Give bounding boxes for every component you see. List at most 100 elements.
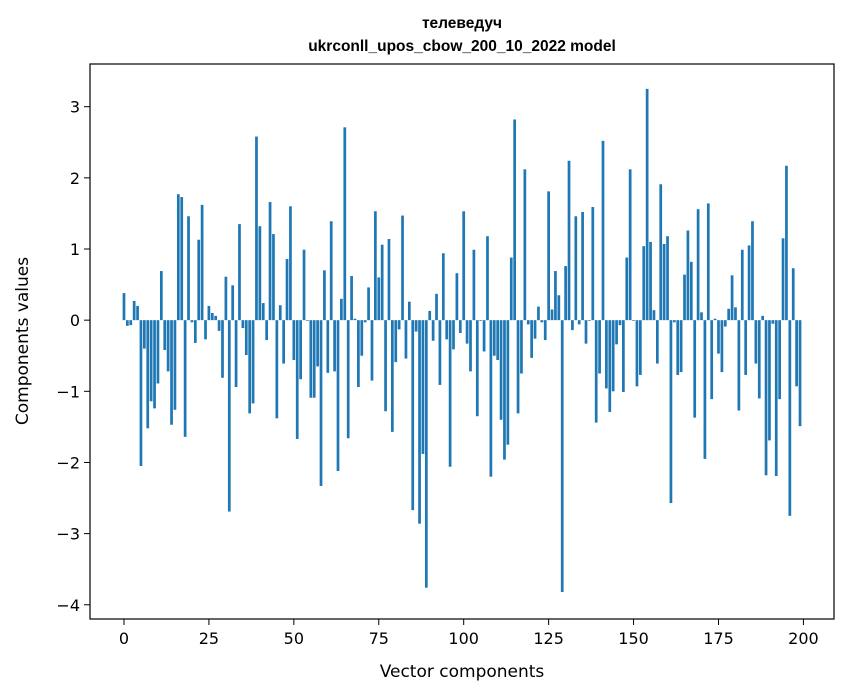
bar (156, 320, 160, 384)
bar (747, 245, 751, 321)
bar (571, 320, 574, 331)
bar (676, 320, 680, 375)
bar (380, 244, 384, 321)
bar (458, 320, 462, 333)
bar (611, 320, 615, 392)
bar (387, 239, 391, 321)
bar (289, 206, 292, 321)
bar (581, 212, 584, 321)
bar (462, 211, 466, 321)
bar (367, 287, 370, 321)
bar (227, 320, 231, 512)
bar (149, 320, 153, 402)
bar (795, 320, 798, 387)
bar (238, 224, 241, 321)
bar (696, 209, 700, 321)
bar (533, 320, 537, 339)
bar (207, 305, 211, 321)
bar (272, 234, 275, 321)
bar (278, 305, 282, 321)
bar (414, 320, 418, 332)
bar (516, 320, 520, 414)
bar (547, 191, 550, 321)
x-tick-label: 25 (199, 629, 219, 648)
x-tick-label: 75 (369, 629, 389, 648)
bar (435, 293, 438, 321)
bar (255, 136, 258, 321)
bar (659, 184, 663, 321)
bar (122, 293, 126, 321)
bar (183, 320, 187, 437)
bar (700, 312, 703, 321)
bar (173, 320, 177, 410)
bar-series (122, 88, 802, 592)
bar (574, 216, 578, 321)
bar (221, 320, 224, 378)
y-tick-label: −4 (56, 596, 80, 615)
bar (190, 320, 194, 323)
bar (261, 303, 265, 321)
bar (452, 320, 455, 350)
bar (306, 320, 309, 321)
bar (390, 320, 394, 432)
x-tick-label: 200 (788, 629, 819, 648)
bar (139, 320, 143, 467)
bar (737, 320, 741, 411)
bar (649, 241, 652, 321)
bar (336, 320, 340, 471)
bar (618, 320, 622, 326)
bar (326, 320, 330, 373)
bar (479, 320, 483, 321)
bar (302, 249, 306, 321)
bar (503, 320, 506, 460)
bar (761, 315, 765, 321)
bar (323, 270, 326, 321)
bar (645, 88, 649, 321)
bar (798, 320, 802, 427)
bar (785, 165, 788, 321)
bar (628, 169, 632, 321)
bar (543, 320, 547, 341)
bar (506, 320, 510, 445)
bar (584, 320, 588, 344)
bar (170, 320, 173, 425)
bar (200, 204, 204, 321)
bar (234, 320, 238, 388)
x-tick-label: 100 (448, 629, 479, 648)
bar (129, 320, 133, 326)
y-tick-label: −2 (56, 453, 80, 472)
chart-title-line1: телеведуч (422, 15, 502, 32)
chart-title-line2: ukrconll_upos_cbow_200_10_2022 model (308, 38, 616, 55)
bar (469, 320, 472, 372)
bar (197, 239, 201, 321)
bar (523, 169, 527, 321)
bar (244, 320, 248, 356)
bar (343, 127, 347, 321)
bar (622, 320, 625, 393)
bar (455, 273, 459, 321)
bar (537, 306, 540, 321)
y-axis-label: Components values (13, 257, 33, 425)
bar (204, 320, 207, 340)
bar (530, 320, 534, 358)
x-axis-ticks: 0 25 50 75 100 125 150 175 200 (119, 619, 819, 648)
bar (421, 320, 425, 454)
bar (377, 277, 381, 321)
bar (703, 320, 707, 459)
bar (757, 320, 761, 399)
bar (146, 320, 150, 429)
bar (615, 320, 618, 345)
bar (591, 207, 595, 321)
bar (407, 301, 411, 321)
x-tick-label: 150 (618, 629, 649, 648)
bar (710, 320, 714, 400)
bar (357, 320, 360, 388)
x-tick-label: 50 (284, 629, 304, 648)
bar (319, 320, 323, 486)
bar (445, 320, 449, 340)
bar (176, 194, 180, 321)
bar (720, 320, 724, 373)
bar (475, 320, 479, 417)
bar (744, 320, 748, 375)
bar (285, 258, 289, 321)
